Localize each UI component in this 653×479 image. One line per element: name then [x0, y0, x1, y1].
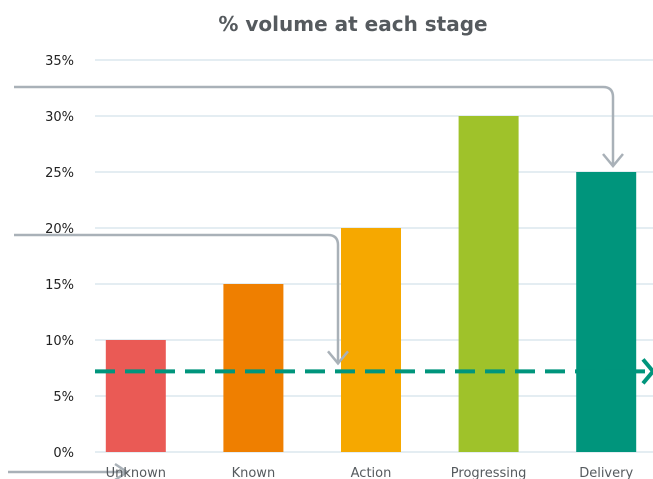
- x-tick-label: Action: [351, 466, 392, 479]
- x-tick-label: Delivery: [579, 466, 633, 479]
- bar-action: [341, 228, 401, 452]
- bars: [105, 116, 637, 452]
- y-tick-label: 25%: [45, 166, 74, 181]
- arrow-to-delivery: [14, 85, 615, 164]
- y-tick-label: 0%: [53, 446, 74, 461]
- bar-progressing: [458, 116, 519, 452]
- y-tick-label: 15%: [45, 278, 74, 293]
- arrow-to-first-category-head: [114, 462, 130, 479]
- x-tick-label: Progressing: [451, 466, 527, 479]
- x-tick-label: Known: [232, 466, 276, 479]
- bar-unknown: [105, 340, 166, 452]
- arrow-to-reference-line-head: [327, 350, 349, 366]
- x-axis-labels: Unknown Known Action Progressing Delivery: [106, 466, 634, 479]
- y-tick-label: 35%: [45, 54, 74, 69]
- annotation-arrows: [8, 85, 624, 479]
- arrow-to-delivery-head: [602, 153, 624, 168]
- y-tick-label: 20%: [45, 222, 74, 237]
- x-tick-label: Unknown: [106, 466, 166, 479]
- reference-line-arrowhead: [641, 358, 653, 385]
- bar-delivery: [576, 172, 637, 452]
- y-tick-label: 5%: [53, 390, 74, 405]
- y-tick-label: 30%: [45, 110, 74, 125]
- chart-title: % volume at each stage: [218, 12, 488, 36]
- y-axis-ticks: 0% 5% 10% 15% 20% 25% 30% 35%: [45, 54, 74, 461]
- arrow-to-reference-line: [14, 233, 340, 364]
- reference-line-group: [95, 358, 653, 385]
- bar-known: [223, 284, 284, 452]
- y-tick-label: 10%: [45, 334, 74, 349]
